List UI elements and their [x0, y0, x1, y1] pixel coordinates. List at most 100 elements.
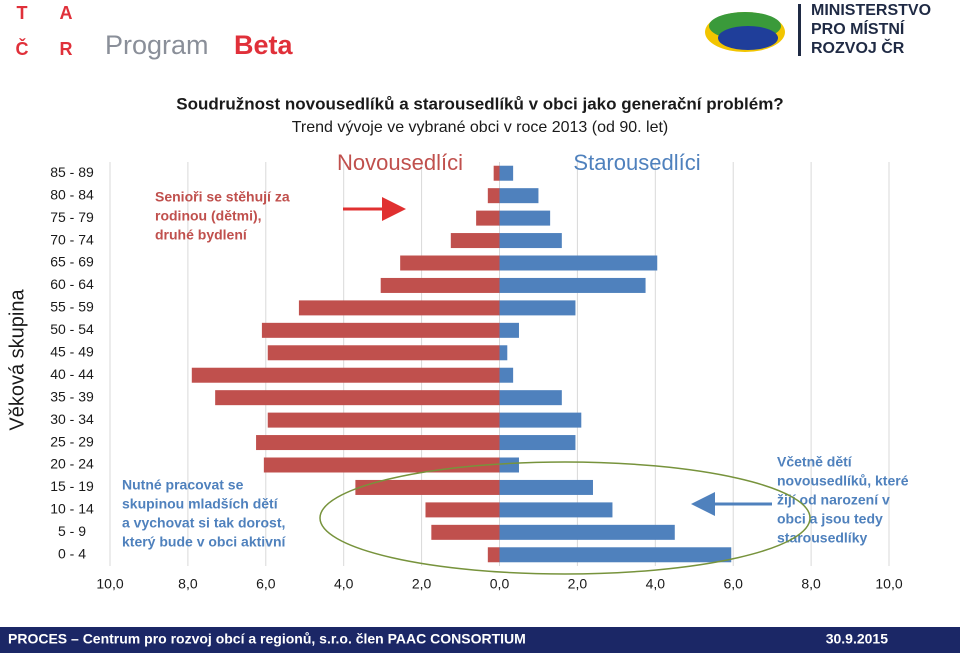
bar [380, 277, 500, 293]
bar [499, 300, 576, 316]
bar [499, 345, 508, 361]
bar [450, 233, 500, 249]
bar [256, 435, 500, 451]
annotation: který bude v obci aktivní [122, 534, 286, 550]
annotation: starousedlíky [777, 530, 867, 546]
y-tick-label: 70 - 74 [50, 231, 94, 247]
bar [493, 165, 500, 181]
x-tick-label: 8,0 [801, 576, 821, 592]
y-tick-label: 85 - 89 [50, 164, 94, 180]
annotation: Nutné pracovat se [122, 477, 244, 493]
bar [499, 233, 562, 249]
bar [499, 547, 732, 563]
annotation: novousedlíků, které [777, 473, 909, 489]
x-tick-label: 6,0 [256, 576, 276, 592]
bar [400, 255, 500, 271]
bar [499, 390, 562, 406]
y-tick-label: 55 - 59 [50, 299, 94, 315]
bar [499, 435, 576, 451]
x-tick-label: 6,0 [723, 576, 743, 592]
y-tick-label: 45 - 49 [50, 343, 94, 359]
logo-letter: A [60, 3, 73, 23]
y-tick-label: 15 - 19 [50, 478, 94, 494]
annotation: Včetně dětí [777, 454, 853, 470]
x-tick-label: 4,0 [646, 576, 666, 592]
legend-label: Starousedlíci [573, 150, 700, 175]
x-tick-label: 0,0 [490, 576, 510, 592]
ministry-name: PRO MÍSTNÍ [811, 19, 905, 38]
logo-letter: R [60, 39, 73, 59]
program-label: Program [105, 30, 209, 60]
x-tick-label: 2,0 [412, 576, 432, 592]
plot: 10,0 8,0 6,0 4,0 2,0 0,0 2,0 4,0 6,0 8,0 10,0 85 - … [50, 150, 908, 592]
ministry-name: ROZVOJ ČR [811, 38, 905, 57]
y-axis-title: Věková skupina [6, 289, 28, 431]
x-tick-label: 8,0 [178, 576, 198, 592]
bar [425, 502, 500, 518]
program-name: Beta [234, 30, 294, 60]
legend-label: Novousedlíci [337, 150, 463, 175]
chart-title: Soudružnost novousedlíků a starousedlíků… [176, 94, 783, 113]
bar [487, 188, 500, 204]
annotation: rodinou (dětmi), [155, 208, 262, 224]
bar [499, 412, 582, 428]
y-tick-label: 65 - 69 [50, 254, 94, 270]
bar [298, 300, 500, 316]
bar [431, 524, 500, 540]
y-tick-label: 35 - 39 [50, 388, 94, 404]
annotation: druhé bydlení [155, 227, 248, 243]
bar [263, 457, 500, 473]
footer-bar [0, 627, 960, 653]
x-tick-label: 2,0 [568, 576, 588, 592]
bar [261, 322, 500, 338]
ministry-name: MINISTERSTVO [811, 2, 931, 19]
bar [476, 210, 500, 226]
annotation: obci a jsou tedy [777, 511, 883, 527]
bar [267, 412, 500, 428]
bar [499, 322, 519, 338]
y-tick-label: 50 - 54 [50, 321, 94, 337]
ministry-logo [705, 4, 801, 56]
bar [499, 165, 514, 181]
highlight-ellipse [319, 461, 811, 575]
chart-subtitle: Trend vývoje ve vybrané obci v roce 2013… [292, 119, 669, 136]
bar [499, 479, 593, 495]
y-tick-label: 40 - 44 [50, 366, 94, 382]
bar [215, 390, 500, 406]
bar [487, 547, 500, 563]
x-tick-label: 10,0 [875, 576, 902, 592]
annotation: žijí od narození v [777, 492, 890, 508]
bar [499, 255, 658, 271]
logo-letter: Č [16, 38, 29, 59]
bar [499, 457, 519, 473]
bar [499, 367, 514, 383]
y-tick-label: 0 - 4 [58, 545, 86, 561]
bar [499, 210, 551, 226]
y-tick-label: 5 - 9 [58, 523, 86, 539]
bar [499, 277, 646, 293]
y-tick-label: 60 - 64 [50, 276, 94, 292]
bar [499, 502, 613, 518]
y-tick-label: 80 - 84 [50, 186, 94, 202]
bar [191, 367, 500, 383]
x-tick-label: 4,0 [334, 576, 354, 592]
annotation: Senioři se stěhují za [155, 189, 290, 205]
logo-letter: T [17, 3, 28, 23]
x-tick-label: 10,0 [96, 576, 123, 592]
annotation: a vychovat si tak dorost, [122, 515, 285, 531]
annotation: skupinou mladších dětí [122, 496, 279, 512]
bar [499, 524, 675, 540]
bar [267, 345, 500, 361]
footer-text: PROCES – Centrum pro rozvoj obcí a regio… [8, 631, 526, 647]
y-tick-label: 75 - 79 [50, 209, 94, 225]
bar [355, 479, 500, 495]
y-tick-label: 30 - 34 [50, 411, 94, 427]
y-tick-label: 10 - 14 [50, 501, 94, 517]
footer-date: 30.9.2015 [826, 631, 888, 647]
bar [499, 188, 539, 204]
y-tick-label: 20 - 24 [50, 456, 94, 472]
y-tick-label: 25 - 29 [50, 433, 94, 449]
